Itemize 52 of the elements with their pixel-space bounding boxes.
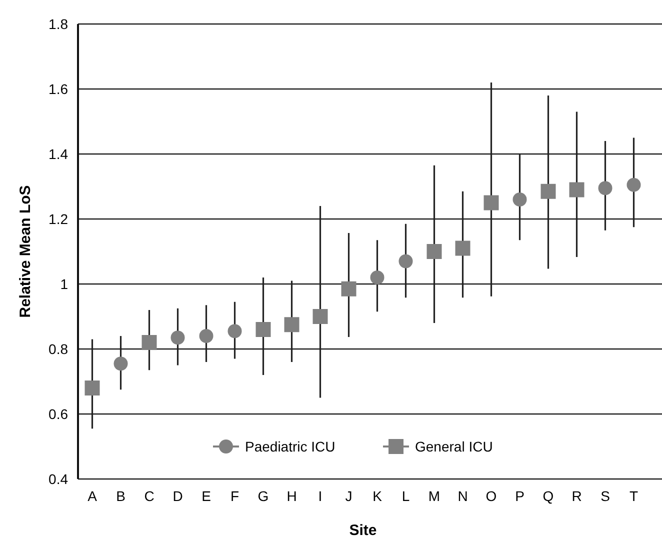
y-tick-label: 0.6 [48,406,68,422]
point [284,317,300,332]
point [540,184,556,199]
x-tick-label: L [402,488,410,504]
y-tick-label: 1.8 [48,16,68,32]
point [256,322,271,337]
x-tick-label: O [486,488,497,504]
y-tick-label: 1 [60,276,68,292]
point [84,380,100,396]
point [398,254,413,268]
point [455,240,470,256]
point [199,329,214,343]
x-tick-label: E [202,488,211,504]
point [512,192,527,206]
x-tick-label: P [515,488,524,504]
point [114,356,128,371]
x-tick-label: B [116,488,126,504]
point [569,182,584,198]
x-tick-label: N [458,488,468,504]
x-tick-label: T [629,488,638,504]
x-tick-label: C [144,488,154,504]
point [312,309,328,324]
point [170,330,185,345]
x-tick-label: D [172,488,183,504]
x-tick-label: R [572,488,582,504]
y-tick-label: 0.4 [48,470,68,487]
point [142,335,157,350]
y-tick-label: 1.6 [48,80,68,97]
x-tick-label: S [600,488,610,504]
x-tick-label: A [88,488,98,504]
point [341,281,356,296]
y-axis-title: Relative Mean LoS [17,185,34,318]
y-tick-label: 1.2 [48,210,68,227]
x-tick-label: F [230,488,240,504]
legend-label: General ICU [415,438,493,454]
y-tick-label: 1.4 [48,146,68,162]
point [228,324,242,338]
x-tick-label: H [286,488,297,504]
point [598,181,612,196]
x-tick-label: I [318,488,322,504]
point [426,244,442,259]
x-tick-label: Q [542,488,554,504]
legend-label: Paediatric ICU [245,438,336,454]
point [626,178,641,192]
point [370,270,384,284]
x-tick-label: K [372,488,383,504]
x-tick-label: M [428,488,440,504]
x-axis-title: Site [349,522,377,539]
point [484,195,499,210]
x-tick-label: J [345,488,352,504]
x-tick-label: G [258,488,269,504]
y-tick-label: 0.8 [48,340,68,357]
